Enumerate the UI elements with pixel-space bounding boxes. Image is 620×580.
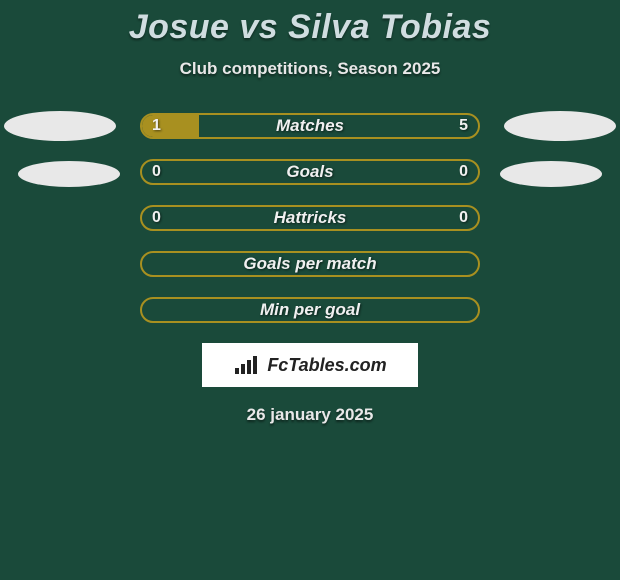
logo-text: FcTables.com [267, 355, 386, 376]
date-line: 26 january 2025 [0, 405, 620, 425]
stat-row: 15Matches [140, 113, 480, 139]
player-left-team [18, 161, 120, 187]
player-right-avatar [504, 111, 616, 141]
stats-area: 15Matches 00Goals 00Hattricks Goals per mat… [0, 113, 620, 323]
player-left-avatar [4, 111, 116, 141]
stat-label: Min per goal [142, 300, 478, 320]
stat-label: Hattricks [142, 208, 478, 228]
stat-row: Goals per match [140, 251, 480, 277]
logo-box: FcTables.com [202, 343, 418, 387]
stat-label: Matches [142, 116, 478, 136]
stat-label: Goals [142, 162, 478, 182]
h2h-infographic: Josue vs Silva Tobias Club competitions,… [0, 0, 620, 580]
stat-row: 00Goals [140, 159, 480, 185]
bar-chart-icon [233, 354, 261, 376]
stat-row: Min per goal [140, 297, 480, 323]
stat-row: 00Hattricks [140, 205, 480, 231]
stat-label: Goals per match [142, 254, 478, 274]
player-right-team [500, 161, 602, 187]
page-title: Josue vs Silva Tobias [0, 0, 620, 47]
subtitle: Club competitions, Season 2025 [0, 59, 620, 79]
